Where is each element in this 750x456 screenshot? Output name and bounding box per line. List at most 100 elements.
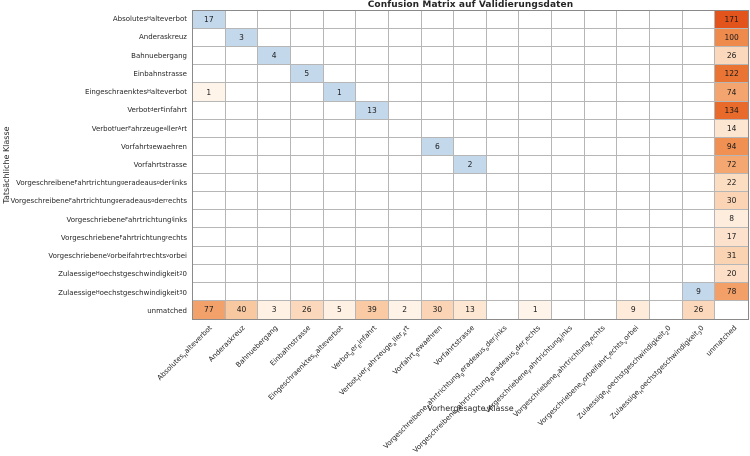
matrix-cell	[552, 246, 585, 265]
matrix-cell	[193, 210, 226, 229]
matrix-cell	[617, 192, 651, 211]
matrix-cell	[290, 282, 324, 301]
matrix-cell: 1	[519, 300, 553, 319]
matrix-grid: 17 171 3 100 4 26 5 122 1 1 74 13 134 14 6 94 2 72 22 30 8 17…	[192, 10, 749, 320]
y-tick-label: Vorfahrtstrasse	[133, 160, 187, 169]
matrix-cell	[552, 11, 585, 30]
matrix-cell: 77	[193, 300, 226, 319]
matrix-cell	[454, 210, 487, 229]
matrix-cell	[650, 47, 683, 66]
matrix-cell	[323, 282, 357, 301]
matrix-cell	[682, 228, 716, 247]
matrix-cell	[584, 11, 618, 30]
matrix-cell	[617, 101, 651, 120]
matrix-cell	[486, 83, 520, 102]
matrix-cell	[552, 29, 585, 48]
matrix-cell	[617, 29, 651, 48]
matrix-cell	[584, 264, 618, 283]
matrix-cell: 9	[617, 300, 651, 319]
x-tick-label: Vorfahrtgewaehren	[391, 324, 444, 377]
matrix-cell	[650, 282, 683, 301]
matrix-cell: 3	[225, 29, 259, 48]
matrix-cell	[682, 11, 716, 30]
matrix-cell	[552, 47, 585, 66]
matrix-cell	[617, 47, 651, 66]
matrix-cell	[650, 264, 683, 283]
matrix-cell: 78	[715, 282, 748, 301]
matrix-cell	[225, 155, 259, 175]
matrix-cell	[290, 174, 324, 193]
matrix-cell	[584, 155, 618, 175]
matrix-cell	[486, 47, 520, 66]
matrix-cell	[323, 101, 357, 120]
matrix-cell	[519, 192, 553, 211]
matrix-cell	[682, 47, 716, 66]
matrix-cell	[421, 174, 455, 193]
matrix-cell	[617, 210, 651, 229]
x-tick-label: Vorfahrtstrasse	[432, 324, 477, 368]
matrix-cell	[682, 246, 716, 265]
matrix-cell	[258, 83, 291, 102]
matrix-cell	[682, 264, 716, 283]
matrix-cell	[388, 83, 422, 102]
matrix-cell: 3	[258, 300, 291, 319]
y-tick-label: Vorfahrt g ewaehren	[121, 142, 187, 151]
x-tick-label: VorgeschreibeneFahrtrichtunggeradeausode…	[382, 324, 509, 451]
matrix-cell	[584, 47, 618, 66]
matrix-cell	[454, 101, 487, 120]
matrix-cell	[356, 137, 389, 156]
matrix-cell	[290, 83, 324, 102]
matrix-cell	[193, 47, 226, 66]
matrix-cell	[323, 47, 357, 66]
matrix-cell	[682, 174, 716, 193]
matrix-cell	[519, 137, 553, 156]
matrix-cell	[552, 119, 585, 138]
x-tick-label: VerbotfuerFahrzeugeallerArt	[337, 324, 411, 398]
matrix-cell	[519, 65, 553, 84]
matrix-cell	[323, 246, 357, 265]
matrix-cell	[290, 29, 324, 48]
matrix-cell	[225, 119, 259, 138]
matrix-cell	[682, 155, 716, 175]
x-tick-label: EingeschraenktesHalteverbot	[267, 324, 346, 402]
matrix-cell	[225, 228, 259, 247]
x-tick-label: AbsolutesHalteverbot	[155, 324, 215, 383]
matrix-cell	[519, 101, 553, 120]
matrix-cell: 20	[715, 264, 748, 283]
matrix-cell	[682, 65, 716, 84]
matrix-cell	[584, 119, 618, 138]
matrix-cell	[617, 137, 651, 156]
matrix-cell	[290, 210, 324, 229]
matrix-cell	[388, 210, 422, 229]
matrix-cell	[650, 83, 683, 102]
matrix-cell	[225, 137, 259, 156]
matrix-cell	[323, 228, 357, 247]
matrix-cell	[519, 83, 553, 102]
matrix-cell	[650, 246, 683, 265]
matrix-cell	[356, 155, 389, 175]
matrix-cell	[290, 246, 324, 265]
matrix-cell	[193, 174, 226, 193]
matrix-cell	[388, 47, 422, 66]
matrix-cell	[225, 101, 259, 120]
matrix-cell	[193, 119, 226, 138]
matrix-cell	[486, 228, 520, 247]
matrix-cell	[519, 210, 553, 229]
matrix-cell	[388, 101, 422, 120]
matrix-cell	[584, 29, 618, 48]
matrix-cell	[552, 192, 585, 211]
matrix-cell	[486, 282, 520, 301]
matrix-cell	[421, 228, 455, 247]
matrix-cell	[421, 246, 455, 265]
matrix-cell	[650, 155, 683, 175]
matrix-cell	[552, 137, 585, 156]
matrix-cell	[225, 11, 259, 30]
matrix-cell	[650, 210, 683, 229]
matrix-cell: 5	[290, 65, 324, 84]
matrix-cell	[682, 210, 716, 229]
